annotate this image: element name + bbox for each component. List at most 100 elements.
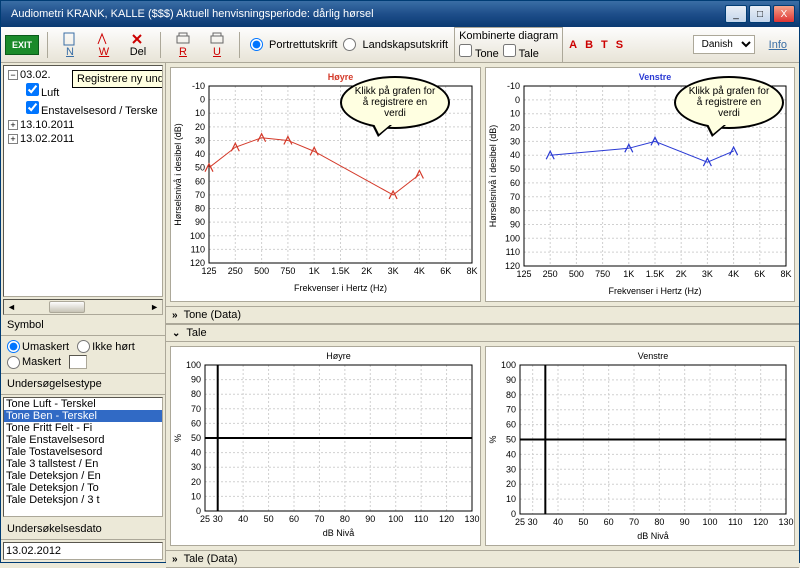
tale-collapse[interactable]: ⌄Tale [166, 324, 799, 342]
svg-text:50: 50 [510, 164, 520, 174]
list-item[interactable]: Tale Tostavelsesord [4, 446, 162, 458]
svg-text:60: 60 [195, 176, 205, 186]
svg-text:Frekvenser i Hertz (Hz): Frekvenser i Hertz (Hz) [608, 286, 701, 296]
t-button[interactable]: T [601, 39, 608, 51]
tree-checkbox[interactable] [26, 83, 39, 96]
tale-data-collapse[interactable]: »Tale (Data) [166, 550, 799, 568]
svg-text:90: 90 [195, 217, 205, 227]
tree-node[interactable]: +13.10.2011 [6, 118, 160, 132]
svg-text:0: 0 [515, 95, 520, 105]
new-button[interactable]: N [56, 31, 84, 59]
svg-text:30: 30 [191, 462, 201, 472]
svg-text:90: 90 [510, 219, 520, 229]
exam-date-input[interactable] [3, 542, 163, 560]
svg-text:80: 80 [195, 204, 205, 214]
svg-text:1.5K: 1.5K [331, 266, 350, 276]
tree-hscroll[interactable]: ◄► [3, 299, 163, 315]
landscape-radio[interactable] [343, 38, 356, 51]
tale-right-chart[interactable]: 0102030405060708090100253040506070809010… [170, 346, 481, 546]
svg-text:10: 10 [506, 494, 516, 504]
separator [160, 32, 161, 58]
list-item[interactable]: Tale Deteksjon / En [4, 470, 162, 482]
svg-text:60: 60 [604, 517, 614, 527]
s-button[interactable]: S [616, 39, 623, 51]
svg-text:120: 120 [439, 514, 454, 524]
svg-text:%: % [173, 434, 183, 442]
maximize-button[interactable]: □ [749, 5, 771, 23]
list-item[interactable]: Tone Luft - Terskel [4, 398, 162, 410]
close-button[interactable]: X [773, 5, 795, 23]
svg-text:1K: 1K [309, 266, 320, 276]
portrait-radio[interactable] [250, 38, 263, 51]
chevron-down-icon: ⌄ [172, 328, 180, 339]
scroll-thumb[interactable] [49, 301, 85, 313]
info-link[interactable]: Info [769, 39, 787, 51]
svg-text:40: 40 [510, 150, 520, 160]
list-item[interactable]: Tone Ben - Terskel [4, 410, 162, 422]
tone-left-chart[interactable]: -100102030405060708090100110120125250500… [485, 67, 795, 302]
svg-text:50: 50 [506, 435, 516, 445]
a-button[interactable]: A [569, 39, 577, 51]
svg-text:120: 120 [753, 517, 768, 527]
svg-text:80: 80 [510, 206, 520, 216]
delete-icon [130, 32, 146, 46]
tone-check[interactable]: Tone [459, 44, 499, 60]
b-button[interactable]: B [585, 39, 593, 51]
svg-text:70: 70 [191, 404, 201, 414]
svg-text:30: 30 [195, 135, 205, 145]
tree-checkbox[interactable] [26, 101, 39, 114]
minimize-button[interactable]: _ [725, 5, 747, 23]
svg-text:110: 110 [414, 514, 428, 524]
delete-button[interactable]: Del [124, 31, 152, 59]
write-button[interactable]: W [90, 31, 118, 59]
orientation-radios: Portrettutskrift Landskapsutskrift [248, 38, 448, 51]
expand-icon[interactable]: + [8, 134, 18, 144]
expand-icon[interactable]: + [8, 120, 18, 130]
portrait-label: Portrettutskrift [269, 39, 337, 51]
list-item[interactable]: Tale Enstavelsesord [4, 434, 162, 446]
svg-text:90: 90 [506, 375, 516, 385]
titlebar: Audiometri KRANK, KALLE ($$$) Aktuell he… [1, 1, 799, 27]
list-item[interactable]: Tone Fritt Felt - Fi [4, 422, 162, 434]
svg-text:Venstre: Venstre [639, 72, 672, 82]
masked-radio[interactable]: Maskert [7, 355, 61, 369]
collapse-icon[interactable]: − [8, 70, 18, 80]
svg-text:60: 60 [289, 514, 299, 524]
svg-text:40: 40 [238, 514, 248, 524]
write-icon [96, 32, 112, 46]
print-u-button[interactable]: U [203, 31, 231, 59]
svg-text:100: 100 [505, 233, 520, 243]
list-item[interactable]: Tale 3 tallstest / En [4, 458, 162, 470]
tale-check[interactable]: Tale [503, 44, 539, 60]
svg-text:70: 70 [314, 514, 324, 524]
combined-diagram-frame: Kombinerte diagram Tone Tale [454, 27, 563, 63]
tone-right-chart[interactable]: -100102030405060708090100110120125250500… [170, 67, 481, 302]
svg-text:20: 20 [195, 122, 205, 132]
list-item[interactable]: Tale Deteksjon / To [4, 482, 162, 494]
tree-child[interactable]: Enstavelsesord / Terske [6, 100, 160, 118]
exit-button[interactable]: EXIT [5, 35, 39, 55]
window-title: Audiometri KRANK, KALLE ($$$) Aktuell he… [5, 8, 725, 20]
svg-text:0: 0 [200, 95, 205, 105]
print-r-button[interactable]: R [169, 31, 197, 59]
symbol-color-box[interactable] [69, 355, 87, 369]
window-buttons: _ □ X [725, 5, 795, 23]
language-select[interactable]: Danish [693, 35, 755, 54]
svg-text:Høyre: Høyre [328, 72, 354, 82]
tone-data-collapse[interactable]: »Tone (Data) [166, 306, 799, 324]
notheard-radio[interactable]: Ikke hørt [77, 340, 135, 353]
unmasked-radio[interactable]: Umaskert [7, 340, 69, 353]
svg-text:20: 20 [510, 123, 520, 133]
tree-node[interactable]: +13.02.2011 [6, 132, 160, 146]
svg-text:30: 30 [213, 514, 223, 524]
exam-type-list[interactable]: Tone Luft - TerskelTone Ben - TerskelTon… [3, 397, 163, 517]
tale-left-chart[interactable]: 0102030405060708090100253040506070809010… [485, 346, 795, 546]
svg-text:90: 90 [191, 375, 201, 385]
svg-text:500: 500 [569, 269, 584, 279]
svg-text:130: 130 [778, 517, 793, 527]
date-label: Undersøkelsesdato [1, 519, 165, 540]
svg-text:40: 40 [191, 448, 201, 458]
svg-text:250: 250 [228, 266, 243, 276]
list-item[interactable]: Tale Deteksjon / 3 t [4, 494, 162, 506]
exam-tree[interactable]: Registrere ny undersøkelse tone −03.02. … [3, 65, 163, 297]
